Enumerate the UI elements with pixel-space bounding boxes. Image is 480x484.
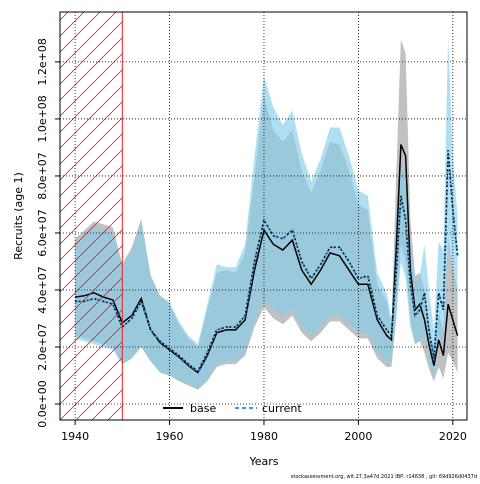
x-tick-label: 1960 — [156, 430, 184, 443]
y-tick-label: 4.0e+07 — [36, 266, 49, 313]
y-tick-label: 1.2e+08 — [36, 38, 49, 85]
footnote: stockassessment.org, wit.27.3a47d 2021 I… — [291, 474, 477, 480]
plot-area — [60, 12, 467, 420]
y-axis-label: Recruits (age 1) — [12, 172, 25, 260]
x-tick-label: 1940 — [61, 430, 89, 443]
y-tick-label: 1.0e+08 — [36, 95, 49, 142]
x-tick-label: 2000 — [344, 430, 372, 443]
x-axis-label: Years — [248, 455, 278, 468]
y-tick-label: 8.0e+07 — [36, 152, 49, 199]
legend-label: current — [262, 402, 302, 415]
plot-border — [59, 11, 468, 421]
highlight-region — [60, 12, 123, 420]
x-tick-label: 1980 — [250, 430, 278, 443]
confidence-band — [75, 36, 458, 389]
y-tick-label: 0.0e+00 — [36, 380, 49, 427]
y-tick-label: 6.0e+07 — [36, 209, 49, 256]
legend-label: base — [190, 402, 216, 415]
y-tick-label: 2.0e+07 — [36, 323, 49, 370]
median-line — [75, 150, 459, 373]
x-tick-label: 2020 — [439, 430, 467, 443]
